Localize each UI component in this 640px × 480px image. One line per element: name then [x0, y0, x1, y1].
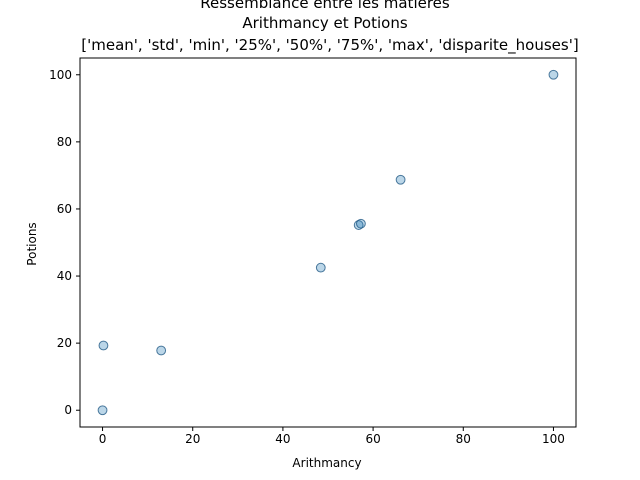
y-tick-label-0: 0	[64, 403, 72, 417]
data-point-3	[315, 262, 326, 273]
y-axis-label: Potions	[25, 222, 39, 265]
data-point-0	[97, 405, 108, 416]
y-tick-label-3: 60	[57, 202, 72, 216]
data-point-2	[156, 345, 167, 356]
chart-title-line-3: ['mean', 'std', 'min', '25%', '50%', '75…	[81, 36, 578, 55]
plot-area: 0 20 40 60 80 100 0 20 40 60 80 100	[49, 57, 577, 446]
x-axis-label: Arithmancy	[292, 456, 361, 470]
x-tick-label-2: 40	[275, 432, 290, 446]
x-tick-label-1: 20	[185, 432, 200, 446]
x-tick-label-5: 100	[542, 432, 565, 446]
x-tick-label-3: 60	[365, 432, 380, 446]
y-tick-label-1: 20	[57, 336, 72, 350]
y-tick-label-5: 100	[49, 68, 72, 82]
data-point-6	[395, 174, 406, 185]
x-tick-label-0: 0	[99, 432, 107, 446]
data-point-1	[98, 340, 109, 351]
data-point-7	[548, 69, 559, 80]
data-point-5	[356, 218, 366, 229]
chart-title-line-2: Arithmancy et Potions	[242, 14, 407, 32]
y-tick-label-2: 40	[57, 269, 72, 283]
y-tick-label-4: 80	[57, 135, 72, 149]
x-tick-label-4: 80	[456, 432, 471, 446]
chart-title-line-1: Ressemblance entre les matières	[200, 0, 450, 12]
axes-frame	[79, 57, 577, 428]
